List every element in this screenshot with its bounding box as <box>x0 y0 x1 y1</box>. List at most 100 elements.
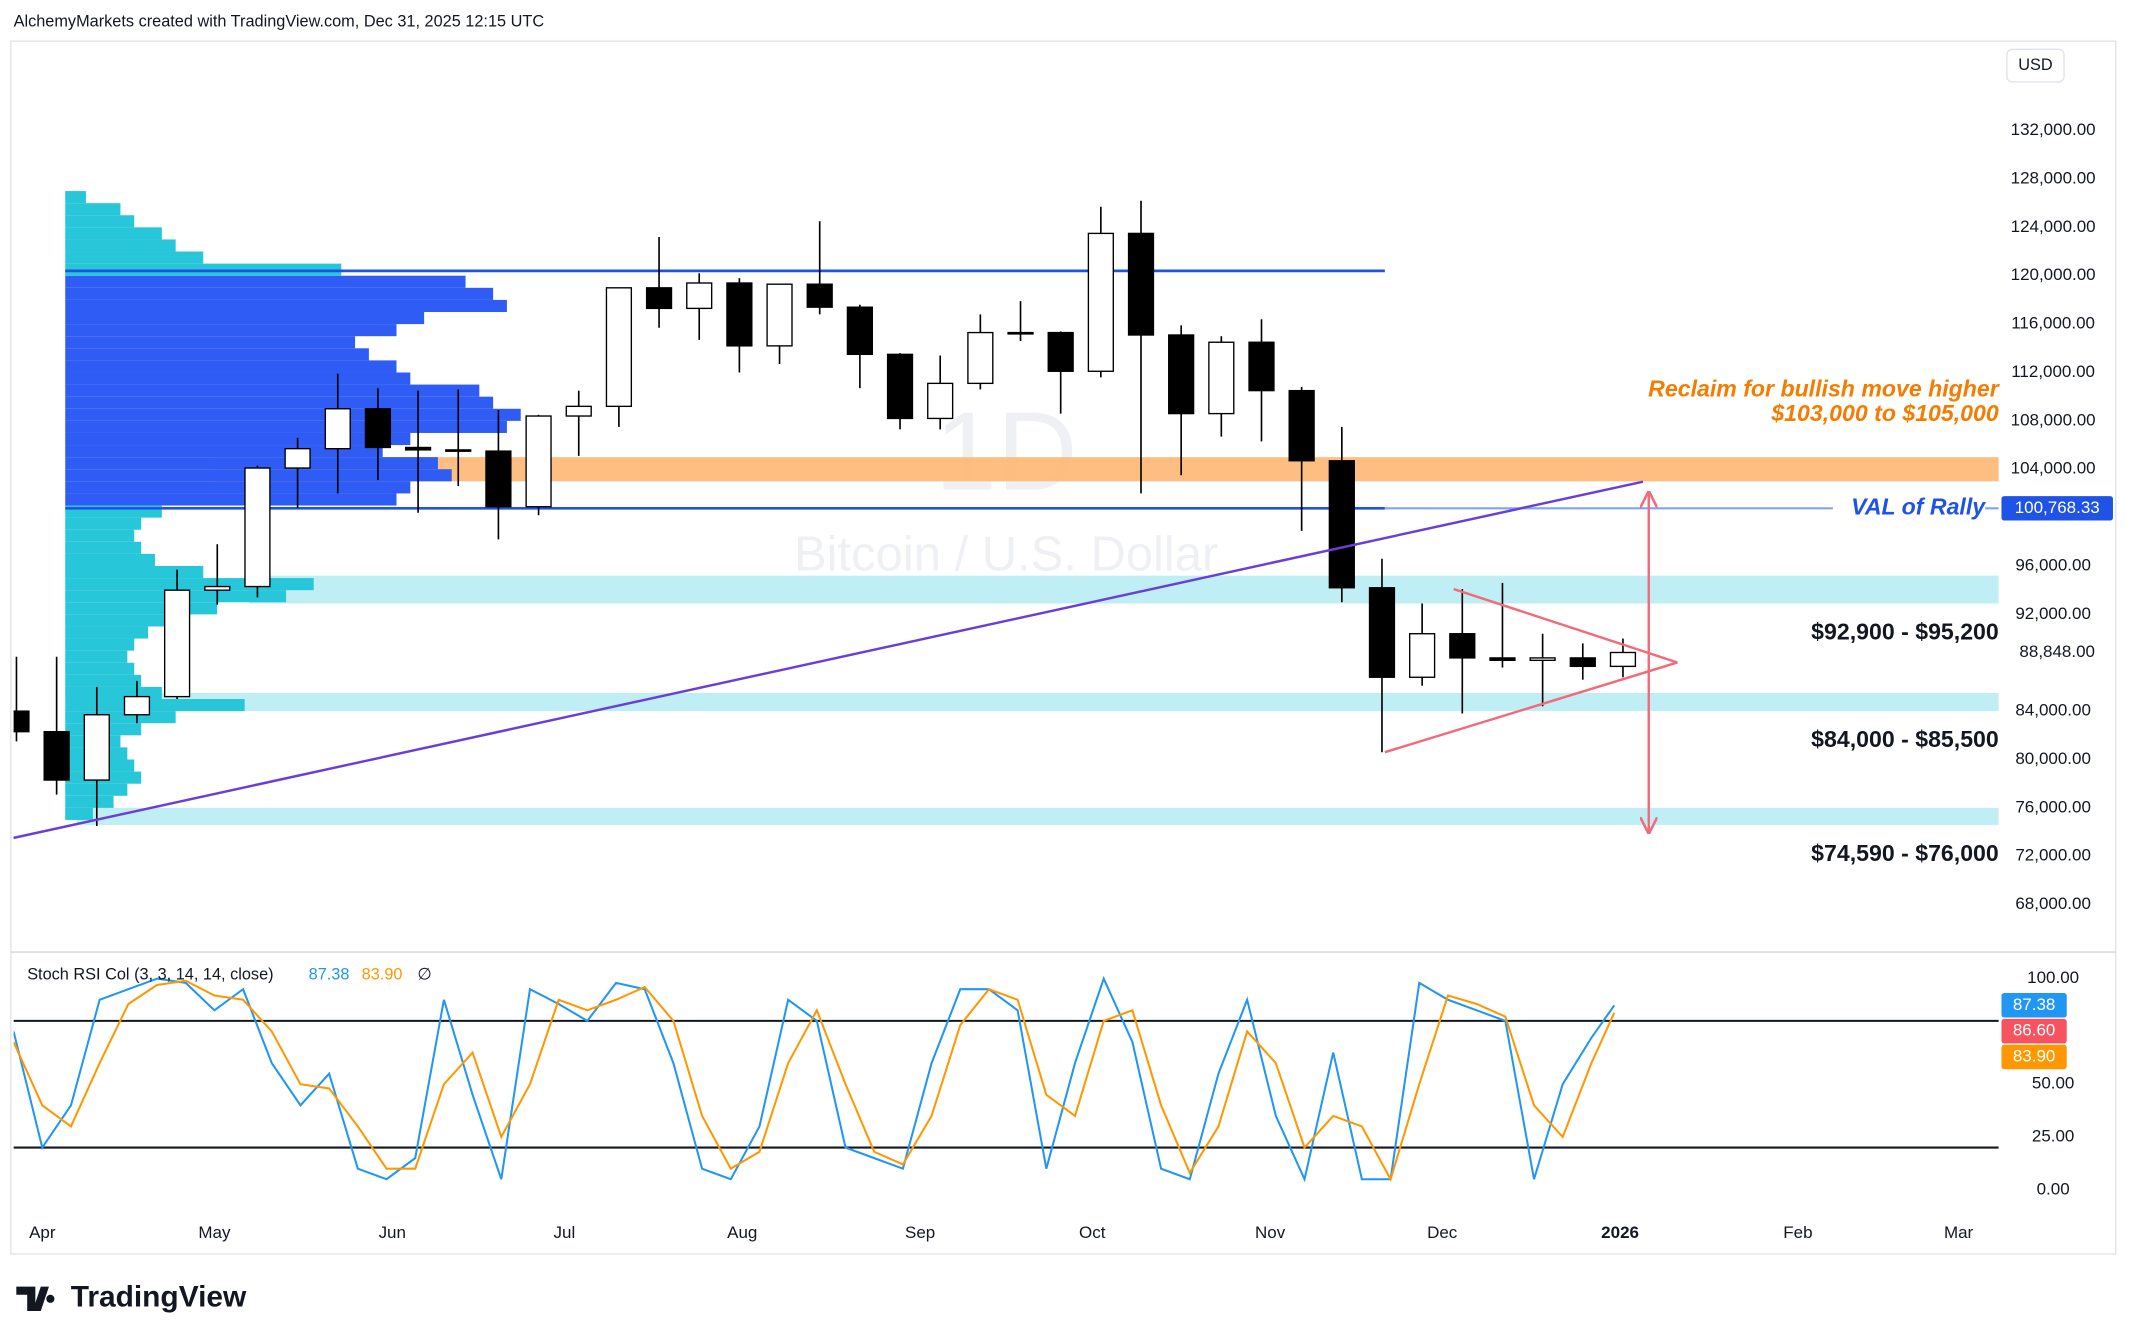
y-tick-label: 120,000.00 <box>2011 265 2096 284</box>
y-tick-label: 50.00 <box>2032 1074 2075 1093</box>
volume-profile-bar <box>65 578 314 591</box>
candle-body <box>445 449 472 452</box>
x-tick-label: Sep <box>905 1223 935 1242</box>
candle-body <box>605 287 633 408</box>
price-zone <box>214 457 1999 482</box>
y-tick-label: 132,000.00 <box>2011 120 2096 139</box>
candle-body <box>846 306 873 356</box>
candle-body <box>204 585 231 591</box>
volume-profile-bar <box>65 650 128 663</box>
volume-profile-bar <box>65 614 169 627</box>
x-tick-label: Jul <box>554 1223 576 1242</box>
volume-profile-bar <box>65 638 135 651</box>
x-tick-label: Feb <box>1783 1223 1812 1242</box>
currency-box[interactable] <box>2006 48 2065 83</box>
x-tick-label: 2026 <box>1601 1223 1639 1242</box>
candle-body <box>927 382 954 420</box>
price-zone <box>76 807 1999 825</box>
volume-profile-bar <box>65 312 425 325</box>
candle-body <box>1047 331 1074 372</box>
annotation: Reclaim for bullish move higher <box>1648 376 2001 402</box>
price-zone <box>76 692 1999 712</box>
volume-profile-bar <box>65 541 142 554</box>
candle-body <box>1288 389 1315 462</box>
volume-profile-bar <box>65 324 397 337</box>
candle-body <box>686 282 713 310</box>
volume-profile-bar <box>65 384 480 397</box>
indicator-value: 87.38 <box>309 966 350 984</box>
y-tick-label: 0.00 <box>2037 1179 2070 1198</box>
x-tick-label: Jun <box>379 1223 406 1242</box>
candle-body <box>886 353 914 420</box>
price-pane <box>13 191 1999 827</box>
candle-body <box>967 331 994 385</box>
value-badge <box>2001 993 2067 1018</box>
volume-profile-bar <box>65 553 155 566</box>
candle-body <box>645 287 673 310</box>
volume-profile-bar <box>65 420 507 433</box>
volume-profile-bar <box>65 432 411 446</box>
y-tick-label: 108,000.00 <box>2011 410 2096 429</box>
zone-label: $74,590 - $76,000 <box>1811 840 1999 866</box>
volume-profile-bar <box>65 360 397 373</box>
watermark-interval: 1D <box>935 388 1078 513</box>
volume-profile-bar <box>65 807 93 820</box>
y-tick-label: 96,000.00 <box>2015 555 2091 574</box>
value-badge-label: 87.38 <box>2013 995 2056 1014</box>
volume-profile-bar <box>65 372 411 385</box>
logo: TradingView <box>16 1281 247 1314</box>
volume-profile-bar <box>65 699 245 712</box>
trend-line <box>1384 661 1678 754</box>
candle-body <box>1569 657 1596 668</box>
trend-line <box>13 480 1644 840</box>
candle-body <box>1328 460 1355 589</box>
value-badge <box>2001 1044 2067 1070</box>
x-tick-label: Nov <box>1255 1223 1286 1242</box>
logo-icon <box>16 1286 55 1312</box>
candle-body <box>565 405 592 417</box>
chart-frame <box>10 40 2117 1255</box>
x-tick-label: Apr <box>29 1223 56 1242</box>
y-tick-label: 104,000.00 <box>2011 459 2096 478</box>
candle-body <box>123 695 151 716</box>
indicator-empty: ∅ <box>417 966 431 984</box>
price-badge <box>2001 496 2113 521</box>
volume-profile-bar <box>65 239 176 252</box>
candle-body <box>43 731 70 781</box>
candle-body <box>1248 341 1275 392</box>
overlay: Apr May Jun Jul Aug Sep Oct Nov Dec 2026 Feb Mar 68,… <box>13 120 2113 1242</box>
x-tick-label: Dec <box>1427 1223 1458 1242</box>
volume-profile-bar <box>65 493 397 506</box>
price-zone <box>248 575 1999 604</box>
candle-body <box>1449 633 1476 659</box>
candle-body <box>1368 587 1396 678</box>
volume-profile-bar <box>65 481 411 494</box>
zone-label: $92,900 - $95,200 <box>1811 619 1999 645</box>
volume-profile-bar <box>65 565 204 579</box>
volume-profile-bar <box>65 674 142 687</box>
y-tick-label: 100.00 <box>2027 968 2079 987</box>
y-tick-label: 76,000.00 <box>2015 797 2091 816</box>
stoch-line <box>13 975 1616 1183</box>
candle-body <box>163 589 191 698</box>
volume-profile-bar <box>65 408 521 421</box>
price-badge-label: 100,768.33 <box>2015 498 2100 517</box>
volume-profile-bar <box>65 203 121 216</box>
x-tick-label: Oct <box>1079 1223 1106 1242</box>
volume-profile-bar <box>65 336 356 349</box>
value-badge <box>2001 1018 2067 1044</box>
volume-profile-bar <box>65 602 218 615</box>
volume-profile-bar <box>65 711 176 724</box>
y-tick-label: 25.00 <box>2032 1126 2075 1145</box>
y-tick-label: 84,000.00 <box>2015 701 2091 720</box>
price-badge-label: 88,848.00 <box>2019 642 2095 661</box>
volume-profile-bar <box>65 275 466 288</box>
x-tick-label: May <box>198 1223 231 1242</box>
volume-profile-bar <box>65 517 142 530</box>
candle-body <box>1409 633 1436 678</box>
y-tick-label: 116,000.00 <box>2011 314 2095 333</box>
y-tick-label: 68,000.00 <box>2015 894 2091 913</box>
candle-body <box>1609 651 1637 668</box>
y-tick-label: 124,000.00 <box>2011 217 2096 236</box>
